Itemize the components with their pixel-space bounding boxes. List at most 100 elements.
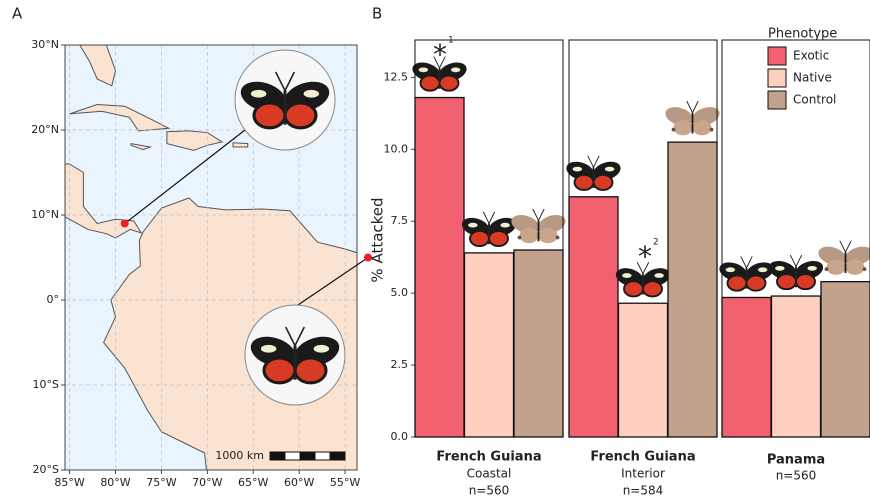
wing-spot	[517, 235, 522, 240]
wing	[745, 274, 767, 292]
antenna	[686, 100, 693, 113]
y-tick-label: 7.5	[391, 214, 409, 227]
facet-frame	[568, 39, 718, 438]
antenna	[740, 256, 747, 269]
butterfly-icon	[412, 56, 467, 92]
x-tick-label: 65°W	[238, 476, 268, 489]
wing-spot	[418, 67, 429, 73]
wing	[673, 120, 693, 136]
x-tick-label: 80°W	[100, 476, 130, 489]
inset-connector	[294, 257, 369, 308]
wing-spot	[260, 344, 277, 353]
antenna	[488, 211, 496, 224]
wing-spot	[807, 265, 817, 271]
antenna	[275, 71, 286, 91]
x-tick-label: 70°W	[192, 476, 222, 489]
wing-spot	[654, 273, 664, 278]
butterfly-icon	[511, 208, 566, 244]
butterfly-icon	[566, 155, 621, 191]
antenna	[789, 254, 797, 267]
antenna	[532, 208, 539, 221]
antenna	[845, 240, 852, 253]
wing-spot	[313, 344, 330, 353]
annotation-star: *	[638, 240, 652, 273]
wing-spot	[775, 265, 785, 271]
land	[232, 142, 249, 148]
y-tick-label: 10.0	[384, 142, 409, 155]
facet-frame	[721, 39, 870, 438]
wing	[795, 273, 816, 291]
wing	[592, 173, 614, 191]
facet-label: Panama	[767, 453, 825, 468]
butterfly-icon	[461, 211, 517, 248]
land	[130, 143, 153, 151]
annotation-star: *	[433, 38, 447, 71]
scale-bar-segment	[314, 451, 331, 461]
y-tick-label: 20°N	[31, 123, 59, 136]
wing-spot	[757, 267, 768, 273]
legend-label: Control	[793, 93, 836, 107]
wing	[252, 101, 287, 130]
bar	[513, 249, 564, 438]
land	[65, 163, 143, 239]
panel-label: B	[372, 5, 382, 23]
panel-label: A	[12, 5, 23, 23]
antenna	[692, 100, 699, 113]
facet-subtitle: Interior	[621, 467, 665, 481]
bar	[568, 196, 619, 438]
antenna	[433, 56, 440, 69]
site-point	[364, 253, 373, 262]
y-tick-label: 0.0	[391, 430, 409, 443]
wing	[573, 173, 595, 191]
facet-label: French Guiana	[436, 450, 541, 465]
butterfly-icon	[665, 100, 720, 136]
butterfly-icon	[818, 240, 870, 275]
antenna	[538, 208, 545, 221]
legend-label: Exotic	[793, 49, 829, 63]
wing-spot	[725, 267, 736, 273]
antenna	[482, 211, 490, 224]
legend-label: Native	[793, 71, 832, 85]
annotation-sup: 2	[653, 238, 659, 248]
wing	[283, 101, 318, 130]
bar	[463, 252, 515, 438]
wing-spot	[468, 222, 478, 228]
wing-spot	[824, 267, 829, 272]
land	[79, 45, 117, 87]
wing	[538, 228, 558, 244]
wing-spot	[500, 222, 510, 228]
y-tick-label: 12.5	[384, 70, 409, 83]
butterfly-icon	[250, 326, 340, 385]
y-tick-label: 10°S	[33, 378, 59, 391]
wing	[623, 280, 644, 298]
land	[166, 130, 224, 151]
wing-spot	[555, 235, 560, 240]
scale-bar-label: 1000 km	[215, 449, 264, 462]
butterfly-icon	[768, 254, 824, 291]
wing	[845, 259, 865, 275]
antenna	[593, 155, 600, 168]
x-tick-label: 55°W	[330, 476, 360, 489]
wing	[519, 228, 539, 244]
wing-spot	[303, 89, 320, 98]
antenna	[439, 56, 446, 69]
wing-spot	[862, 267, 867, 272]
antenna	[636, 262, 644, 274]
y-tick-label: 30°N	[31, 38, 59, 51]
scale-bar-segment	[299, 451, 316, 461]
butterfly-icon	[240, 71, 330, 130]
antenna	[746, 256, 753, 269]
wing	[488, 229, 509, 248]
antenna	[795, 254, 803, 267]
annotation-sup: 1	[448, 36, 454, 46]
antenna	[285, 326, 296, 346]
bar	[770, 295, 822, 438]
land	[69, 103, 171, 132]
facet-label: French Guiana	[590, 450, 695, 465]
scale-bar-segment	[284, 451, 301, 461]
y-tick-label: 0°	[47, 293, 60, 306]
wing-spot	[709, 127, 714, 132]
wing	[776, 273, 797, 291]
bar	[721, 296, 772, 438]
